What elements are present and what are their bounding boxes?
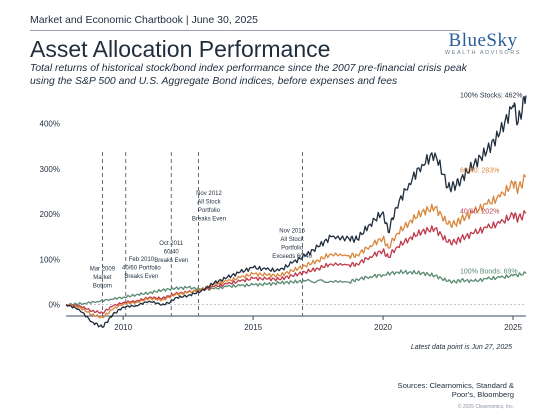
y-tick-label: 100% xyxy=(40,255,60,264)
event-label-line: Breaks Even xyxy=(124,274,158,280)
series-line-s4060 xyxy=(65,210,527,315)
page-title: Asset Allocation Performance xyxy=(30,36,331,62)
event-label-line: Nov 2012 xyxy=(196,191,222,197)
series-line-bonds xyxy=(65,269,527,306)
kicker-divider xyxy=(30,30,460,31)
event-label: Feb 2010 40/60 Portfolio Breaks Even xyxy=(122,257,161,280)
copyright-note: © 2025 Clearnomics, Inc. xyxy=(457,404,514,410)
x-tick-label: 2025 xyxy=(504,323,522,332)
chartbook-kicker: Market and Economic Chartbook | June 30,… xyxy=(30,14,259,26)
event-label: Nov 2016 All Stock Portfolio Exceeds 60/40 xyxy=(272,228,312,260)
end-label-bonds: 100% Bonds: 69% xyxy=(460,268,518,275)
series-line-s6040 xyxy=(65,173,527,319)
logo-tagline: WEALTH ADVISORS xyxy=(444,50,522,56)
series-line-stocks xyxy=(65,95,527,328)
event-label: Nov 2012 All Stock Portfolio Breaks Even xyxy=(192,191,226,223)
event-label-line: Mar 2009 xyxy=(90,267,116,273)
page-subtitle: Total returns of historical stock/bond i… xyxy=(30,63,467,87)
y-tick-label: 400% xyxy=(40,120,60,129)
chart-series xyxy=(65,95,527,328)
event-label-line: Breaks Even xyxy=(192,217,226,223)
chart-axes: 0% 100% 200% 300% 400% 2010 2015 2020 2025 xyxy=(40,120,526,332)
y-tick-label: 200% xyxy=(40,210,60,219)
event-label-line: Feb 2010 xyxy=(129,257,155,263)
event-label-line: Nov 2016 xyxy=(279,228,305,234)
company-logo: BlueSky WEALTH ADVISORS xyxy=(428,30,538,56)
event-label-line: Exceeds 60/40 xyxy=(272,254,312,260)
event-label-line: All Stock xyxy=(280,237,304,243)
event-label-line: Oct 2011 xyxy=(159,241,184,247)
latest-data-footnote: Latest data point is Jun 27, 2025 xyxy=(410,344,512,351)
event-label-line: Portfolio xyxy=(281,245,304,251)
event-label: Mar 2009 Market Bottom xyxy=(90,267,116,290)
end-label-stocks: 100% Stocks: 462% xyxy=(460,93,523,100)
event-label-line: All Stock xyxy=(197,200,221,206)
event-label-line: Breaks Even xyxy=(154,258,188,264)
y-tick-label: 300% xyxy=(40,165,60,174)
x-tick-label: 2010 xyxy=(114,323,132,332)
end-label-s4060: 40/60: 202% xyxy=(460,208,499,215)
x-tick-label: 2015 xyxy=(244,323,262,332)
event-label-line: Portfolio xyxy=(198,208,221,214)
event-label: Oct 2011 60/40 Breaks Even xyxy=(154,241,188,264)
event-label-line: 60/40 xyxy=(164,249,180,255)
logo-wordmark: BlueSky xyxy=(448,30,518,51)
end-label-s6040: 60/40: 283% xyxy=(460,168,499,175)
event-label-line: Market xyxy=(93,275,112,281)
event-label-line: 40/60 Portfolio xyxy=(122,265,161,271)
series-end-labels: 100% Stocks: 462% 60/40: 283% 40/60: 202% 1… xyxy=(460,93,523,276)
y-tick-label: 0% xyxy=(48,301,60,310)
x-tick-label: 2020 xyxy=(374,323,392,332)
sources-note: Sources: Clearnomics, Standard & Poor's,… xyxy=(397,381,515,399)
event-label-line: Bottom xyxy=(93,284,112,290)
